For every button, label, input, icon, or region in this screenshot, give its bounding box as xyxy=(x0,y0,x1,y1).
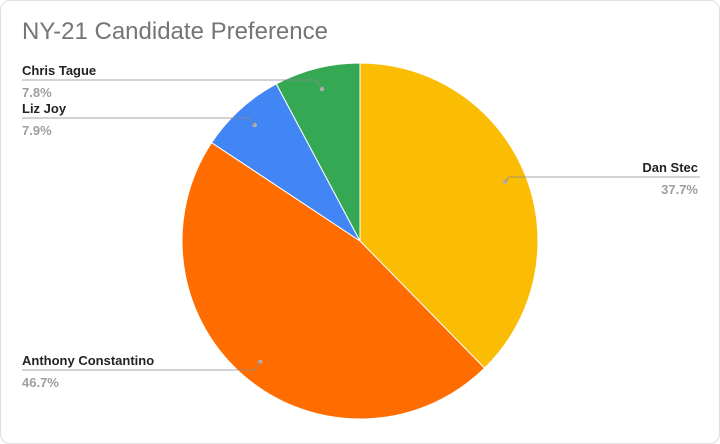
leader-line xyxy=(22,361,261,371)
slice-label: Dan Stec xyxy=(642,160,698,175)
slice-percent-label: 46.7% xyxy=(22,375,59,390)
pie-slice-anthony-constantino xyxy=(181,141,486,420)
slice-percent-label: 7.9% xyxy=(22,123,52,138)
slice-percent-label: 37.7% xyxy=(661,182,698,197)
leader-line xyxy=(504,176,700,183)
slice-percent-label: 7.8% xyxy=(22,85,52,100)
slice-label: Chris Tague xyxy=(22,63,96,78)
leader-line xyxy=(22,79,323,90)
slice-label: Anthony Constantino xyxy=(22,353,154,368)
pie-slice-chris-tague xyxy=(275,62,361,242)
chart-title: NY-21 Candidate Preference xyxy=(22,18,328,45)
leader-line xyxy=(22,117,256,126)
slice-label: Liz Joy xyxy=(22,101,67,116)
pie-slice-dan-stec xyxy=(359,62,539,369)
